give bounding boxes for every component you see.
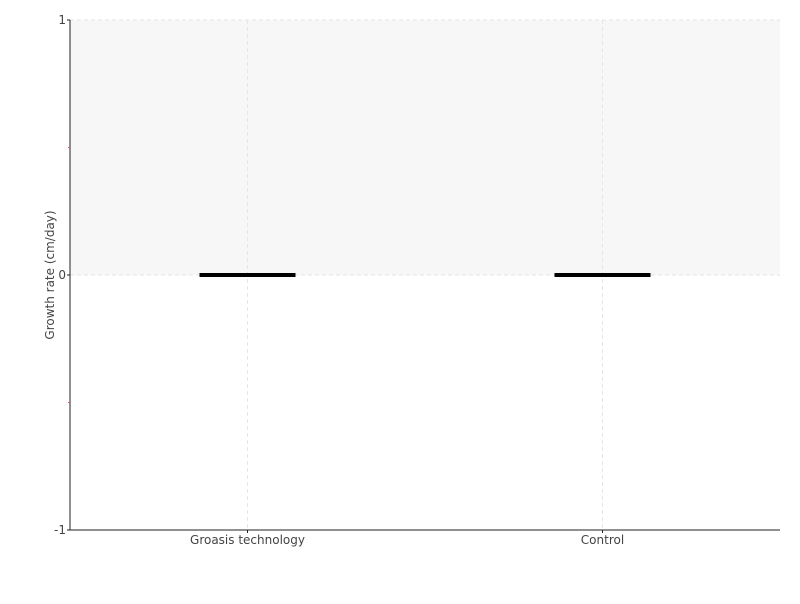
y-tick-label: 0	[58, 268, 66, 282]
x-tick-label: Groasis technology	[190, 533, 305, 547]
y-tick-label: 1	[58, 13, 66, 27]
shaded-band	[70, 20, 780, 275]
y-tick-label: -1	[54, 523, 66, 537]
y-axis-label: Growth rate (cm/day)	[43, 210, 57, 339]
x-tick-label: Control	[581, 533, 624, 547]
